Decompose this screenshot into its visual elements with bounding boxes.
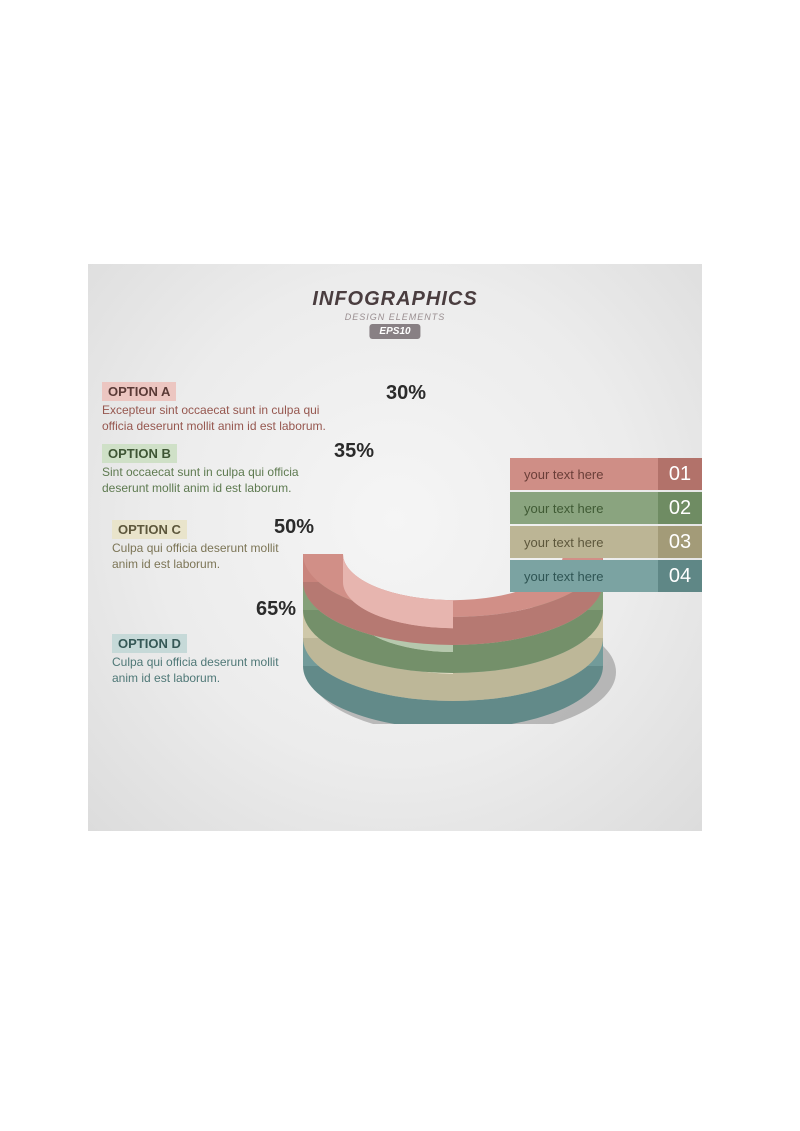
option-A-percent: 30% bbox=[386, 382, 426, 405]
legend-bar-02: your text here02 bbox=[510, 492, 702, 524]
option-B-description: Sint occaecat sunt in culpa qui officia … bbox=[102, 464, 312, 496]
option-C-description: Culpa qui officia deserunt mollit anim i… bbox=[112, 540, 282, 572]
legend-bar-01-number: 01 bbox=[658, 458, 702, 490]
option-A-label: OPTION A bbox=[102, 382, 176, 401]
infographic-panel: INFOGRAPHICS DESIGN ELEMENTS EPS10 OPTIO… bbox=[88, 264, 702, 831]
subtitle: DESIGN ELEMENTS bbox=[88, 312, 702, 322]
legend-bar-02-text: your text here bbox=[510, 501, 658, 516]
option-D-label: OPTION D bbox=[112, 634, 187, 653]
legend-bar-01: your text here01 bbox=[510, 458, 702, 490]
option-B-label: OPTION B bbox=[102, 444, 177, 463]
legend-bar-02-number: 02 bbox=[658, 492, 702, 524]
option-C-label: OPTION C bbox=[112, 520, 187, 539]
legend-bar-03: your text here03 bbox=[510, 526, 702, 558]
option-A-description: Excepteur sint occaecat sunt in culpa qu… bbox=[102, 402, 352, 434]
option-C-percent: 50% bbox=[274, 516, 314, 539]
legend-bar-03-number: 03 bbox=[658, 526, 702, 558]
legend-bar-04-number: 04 bbox=[658, 560, 702, 592]
option-D-percent: 65% bbox=[256, 598, 296, 621]
legend-bar-04: your text here04 bbox=[510, 560, 702, 592]
option-B-percent: 35% bbox=[334, 440, 374, 463]
title: INFOGRAPHICS bbox=[88, 288, 702, 311]
option-D-description: Culpa qui officia deserunt mollit anim i… bbox=[112, 654, 282, 686]
stacked-arc-chart bbox=[228, 394, 702, 724]
format-badge: EPS10 bbox=[369, 324, 420, 339]
legend-bar-01-text: your text here bbox=[510, 467, 658, 482]
legend-bar-03-text: your text here bbox=[510, 535, 658, 550]
legend-bar-04-text: your text here bbox=[510, 569, 658, 584]
